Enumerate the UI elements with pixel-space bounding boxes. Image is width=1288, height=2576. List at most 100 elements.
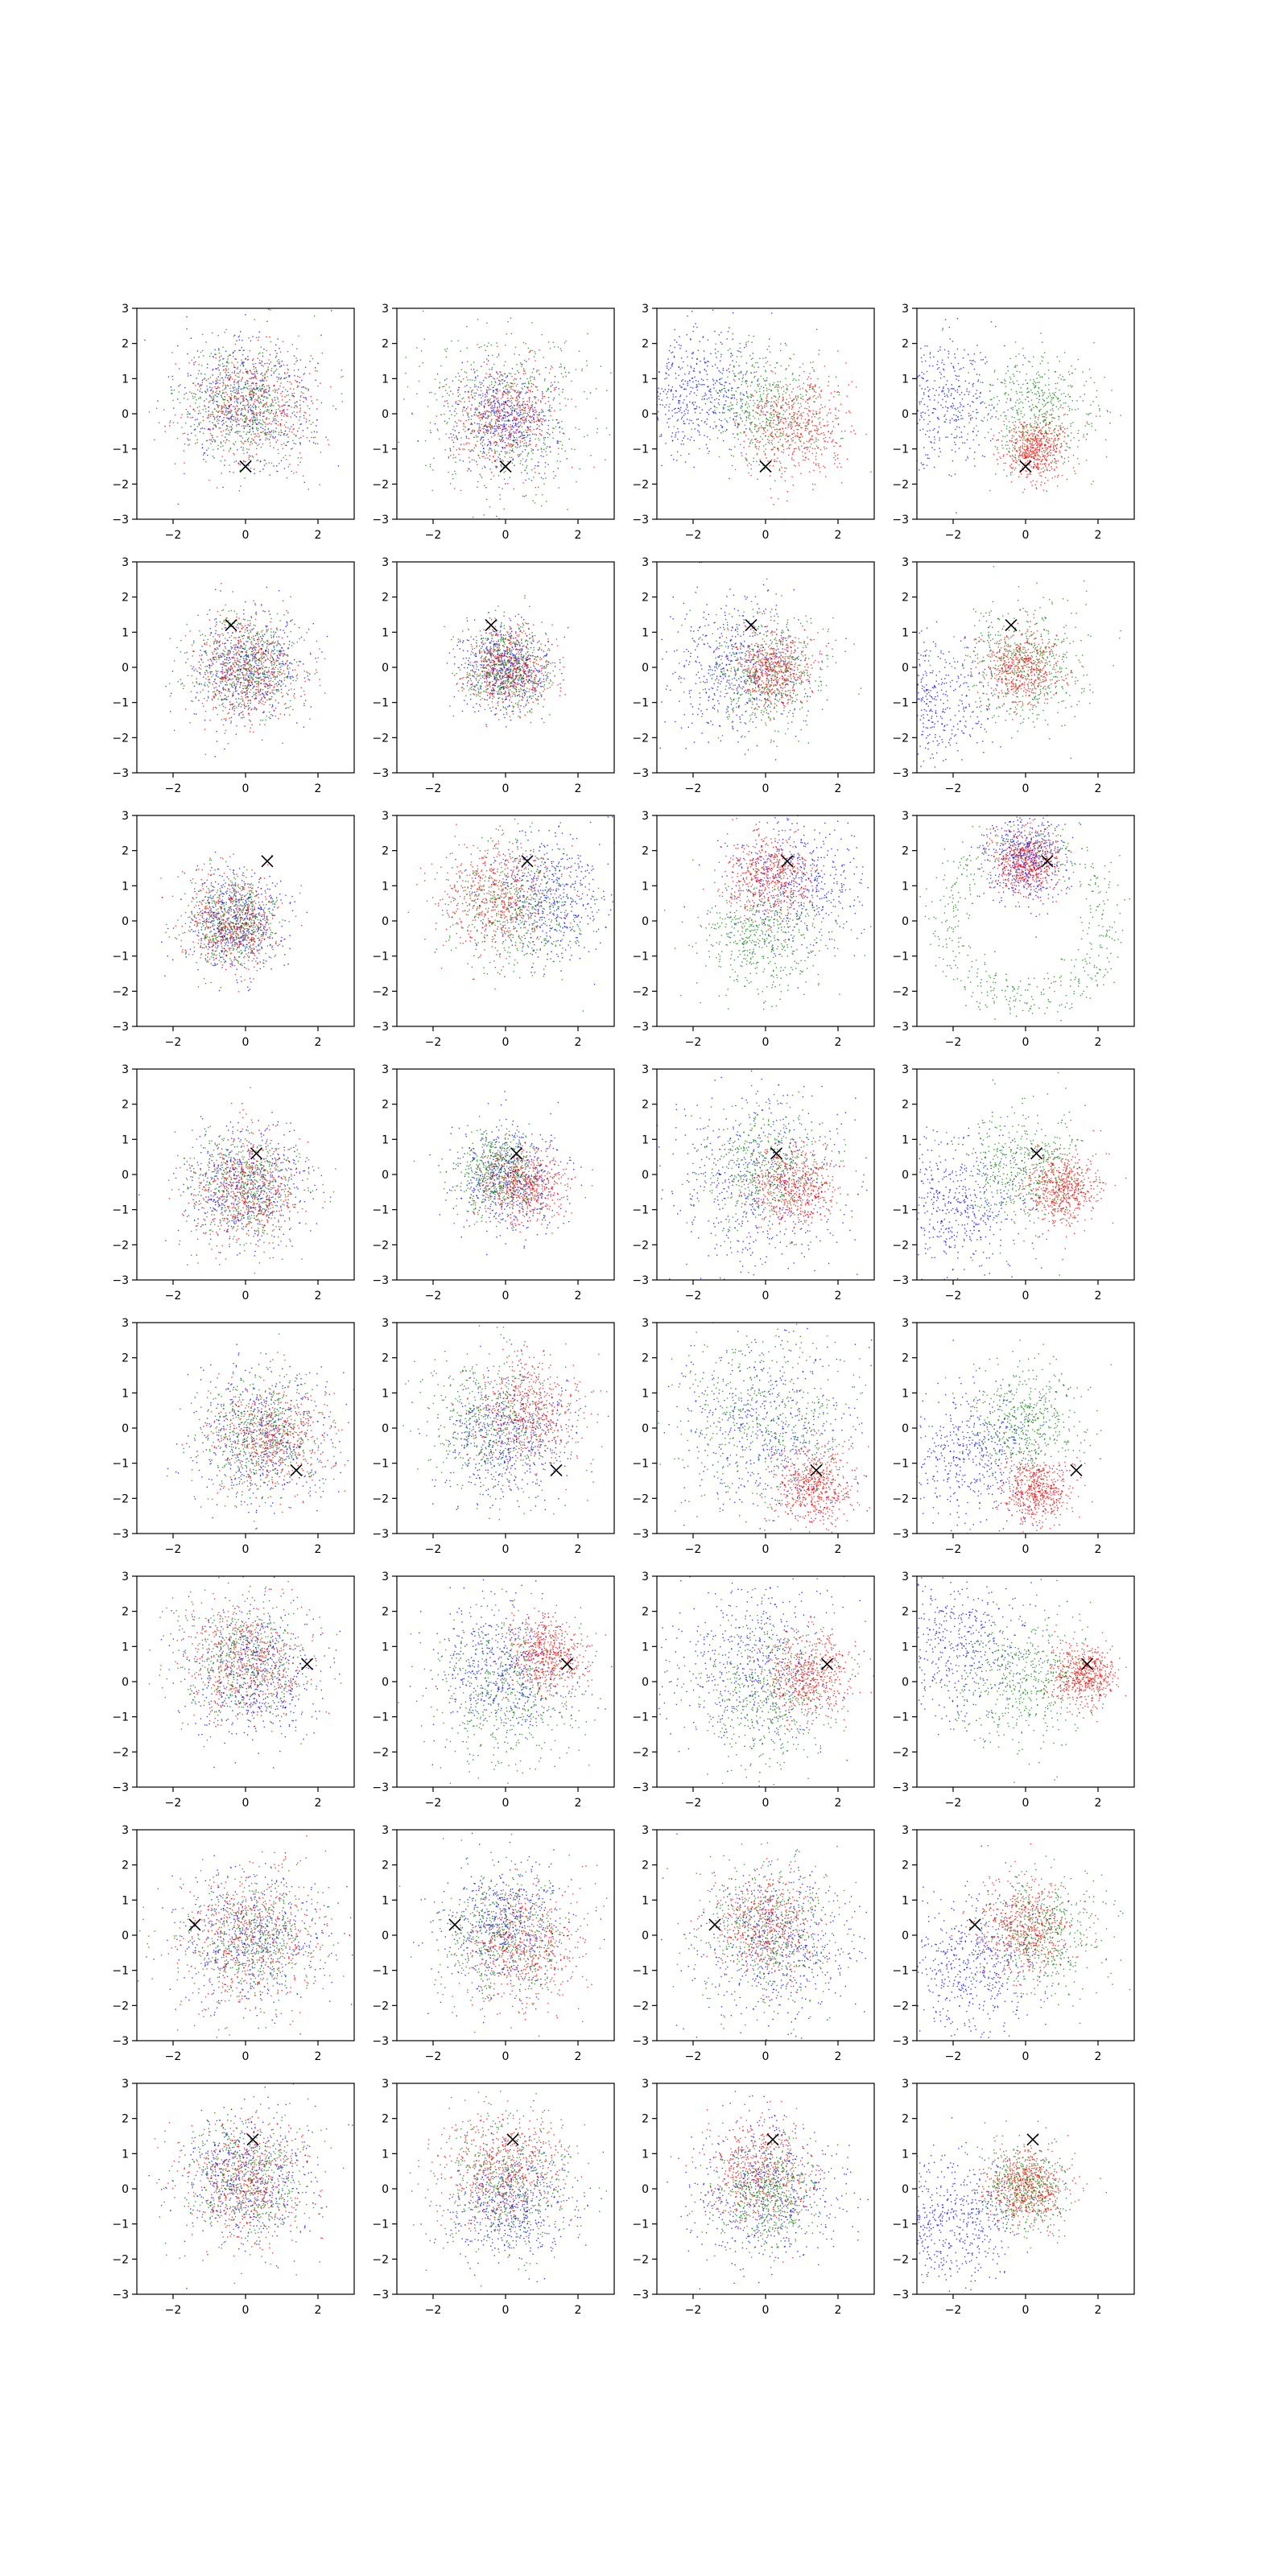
y-tick-label: −2 bbox=[372, 2000, 389, 2013]
points-layer bbox=[148, 2083, 353, 2289]
y-tick-label: 0 bbox=[642, 1169, 649, 1182]
series-green bbox=[667, 1842, 857, 2030]
x-tick-label: −2 bbox=[165, 2050, 182, 2063]
y-tick-label: 3 bbox=[642, 1571, 649, 1583]
y-tick-label: 1 bbox=[642, 2148, 649, 2161]
series-green bbox=[398, 310, 612, 518]
y-tick-label: −3 bbox=[632, 1021, 649, 1034]
subplot-r4-c1: −2 0 2 −3 −2 −1 0 1 2 3 bbox=[112, 1063, 355, 1302]
axes-frame bbox=[916, 561, 1135, 774]
y-tick-label: −3 bbox=[892, 1781, 909, 1794]
y-tick-label: 2 bbox=[642, 1606, 649, 1619]
series-red bbox=[670, 2091, 832, 2263]
target-marker bbox=[1030, 1147, 1043, 1160]
y-tick-label: 1 bbox=[382, 1894, 389, 1907]
series-red bbox=[142, 1835, 351, 2025]
y-tick-label: −1 bbox=[632, 1965, 649, 1978]
x-tick-label: −2 bbox=[425, 1543, 442, 1556]
y-tick-label: 2 bbox=[122, 1606, 129, 1619]
y-tick-label: 1 bbox=[382, 2148, 389, 2161]
y-tick-label: −2 bbox=[632, 1746, 649, 1759]
x-tick-label: 0 bbox=[242, 2304, 250, 2317]
subplot-r7-c2: −2 0 2 −3 −2 −1 0 1 2 3 bbox=[372, 1824, 615, 2063]
series-green bbox=[934, 1071, 1114, 1276]
series-blue bbox=[658, 1576, 874, 1787]
series-blue bbox=[917, 1577, 1069, 1746]
target-marker bbox=[1005, 619, 1018, 632]
x-tick-label: −2 bbox=[165, 529, 182, 542]
y-tick-label: 2 bbox=[122, 338, 129, 351]
y-tick-label: −1 bbox=[372, 444, 389, 456]
x-tick-label: −2 bbox=[425, 529, 442, 542]
target-marker bbox=[506, 2133, 519, 2146]
y-tick-label: −2 bbox=[892, 478, 909, 491]
subplot-r1-c1: −2 0 2 −3 −2 −1 0 1 2 3 bbox=[112, 303, 355, 542]
y-tick-label: 0 bbox=[122, 1676, 129, 1689]
x-tick-label: 2 bbox=[1095, 1036, 1102, 1049]
series-green bbox=[402, 1325, 608, 1521]
points-layer bbox=[402, 1325, 609, 1521]
x-tick-label: 2 bbox=[315, 782, 322, 795]
y-tick-label: −3 bbox=[112, 514, 129, 526]
x-tick-label: −2 bbox=[165, 1543, 182, 1556]
y-tick-label: 3 bbox=[902, 303, 909, 316]
x-tick-label: −2 bbox=[685, 1543, 702, 1556]
x-tick-label: −2 bbox=[165, 1290, 182, 1302]
x-tick-label: 0 bbox=[502, 782, 510, 795]
x-tick-label: 0 bbox=[1022, 2304, 1030, 2317]
y-tick-label: 1 bbox=[902, 1133, 909, 1146]
series-red bbox=[169, 583, 326, 745]
x-tick-label: 2 bbox=[315, 1036, 322, 1049]
x-tick-label: 0 bbox=[1022, 2050, 1030, 2063]
axes-frame bbox=[396, 2083, 615, 2295]
subplot-r4-c2: −2 0 2 −3 −2 −1 0 1 2 3 bbox=[372, 1063, 615, 1302]
target-marker bbox=[766, 2133, 779, 2146]
y-tick-label: 1 bbox=[122, 2148, 129, 2161]
series-green bbox=[171, 1087, 336, 1274]
y-tick-label: −2 bbox=[632, 2253, 649, 2266]
y-tick-label: −3 bbox=[372, 767, 389, 780]
target-marker bbox=[239, 460, 252, 473]
subplot-r6-c2: −2 0 2 −3 −2 −1 0 1 2 3 bbox=[372, 1571, 615, 1810]
y-tick-label: −3 bbox=[372, 2035, 389, 2048]
series-green bbox=[398, 1588, 601, 1785]
target-marker bbox=[560, 1657, 574, 1670]
y-tick-label: 3 bbox=[642, 1824, 649, 1837]
y-tick-label: 0 bbox=[122, 2183, 129, 2196]
y-tick-label: 1 bbox=[122, 1133, 129, 1146]
y-tick-label: 1 bbox=[122, 1387, 129, 1400]
y-tick-label: 1 bbox=[382, 1387, 389, 1400]
x-tick-label: 2 bbox=[575, 1543, 582, 1556]
series-green bbox=[658, 1323, 866, 1533]
axes-frame bbox=[136, 1068, 355, 1281]
y-tick-label: −1 bbox=[372, 1965, 389, 1978]
subplot-r4-c3: −2 0 2 −3 −2 −1 0 1 2 3 bbox=[632, 1063, 875, 1302]
subplot-r3-c4: −2 0 2 −3 −2 −1 0 1 2 3 bbox=[892, 810, 1135, 1049]
subplot-r3-c2: −2 0 2 −3 −2 −1 0 1 2 3 bbox=[372, 810, 615, 1049]
x-tick-label: −2 bbox=[425, 1290, 442, 1302]
y-tick-label: −1 bbox=[892, 1204, 909, 1217]
y-tick-label: 0 bbox=[382, 662, 389, 675]
series-green bbox=[407, 818, 600, 1012]
subplot-r8-c2: −2 0 2 −3 −2 −1 0 1 2 3 bbox=[372, 2078, 615, 2317]
series-green bbox=[156, 308, 344, 492]
axes-frame bbox=[656, 1575, 875, 1788]
y-tick-label: −3 bbox=[892, 514, 909, 526]
points-layer bbox=[398, 1832, 608, 2037]
series-red bbox=[703, 817, 840, 942]
y-tick-label: −3 bbox=[372, 1274, 389, 1287]
y-tick-label: −1 bbox=[892, 1458, 909, 1471]
y-tick-label: −1 bbox=[892, 951, 909, 964]
x-tick-label: 0 bbox=[242, 529, 250, 542]
points-layer bbox=[138, 1087, 336, 1274]
subplot-r7-c4: −2 0 2 −3 −2 −1 0 1 2 3 bbox=[892, 1824, 1135, 2063]
y-tick-label: 2 bbox=[122, 2113, 129, 2126]
x-tick-label: 2 bbox=[575, 529, 582, 542]
target-marker bbox=[1070, 1463, 1083, 1476]
x-tick-label: 0 bbox=[762, 529, 770, 542]
y-tick-label: 3 bbox=[122, 1063, 129, 1076]
axes-frame bbox=[396, 1575, 615, 1788]
x-tick-label: 2 bbox=[315, 1543, 322, 1556]
y-tick-label: −3 bbox=[372, 1781, 389, 1794]
x-tick-label: 0 bbox=[242, 1797, 250, 1810]
